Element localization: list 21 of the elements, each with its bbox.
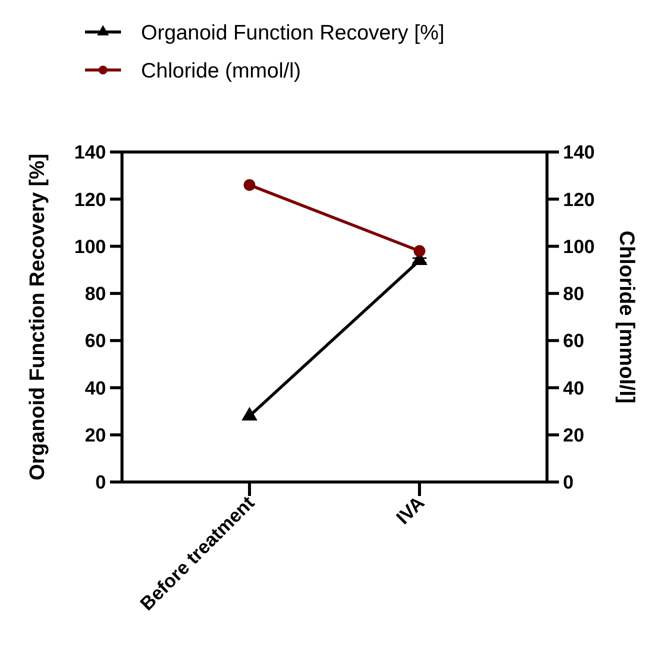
y2-tick-label: 20 bbox=[563, 426, 584, 447]
y2-tick-label: 100 bbox=[563, 236, 595, 258]
y-tick-label: 100 bbox=[74, 236, 106, 258]
y-tick-label: 80 bbox=[84, 284, 106, 306]
y-tick-label: 0 bbox=[95, 472, 106, 494]
y2-tick-label: 80 bbox=[563, 284, 584, 306]
y-tick-label: 40 bbox=[84, 378, 106, 400]
y2-tick-label: 60 bbox=[563, 331, 584, 352]
y2-tick-label: 120 bbox=[563, 190, 595, 211]
y-tick-label: 140 bbox=[74, 142, 106, 164]
legend-label: Organoid Function Recovery [%] bbox=[141, 21, 444, 44]
y2-tick-label: 140 bbox=[563, 142, 595, 164]
legend-label: Chloride (mmol/l) bbox=[141, 59, 301, 82]
y-tick-label: 60 bbox=[84, 331, 106, 352]
y2-axis-title: Chloride [mmol/l] bbox=[615, 230, 638, 404]
y-tick-label: 20 bbox=[84, 426, 106, 447]
y2-tick-label: 40 bbox=[563, 378, 584, 400]
x-tick-label: IVA bbox=[392, 492, 430, 529]
y-tick-label: 120 bbox=[74, 190, 106, 211]
y2-tick-label: 0 bbox=[563, 472, 574, 494]
y-axis-title: Organoid Function Recovery [%] bbox=[26, 154, 49, 480]
